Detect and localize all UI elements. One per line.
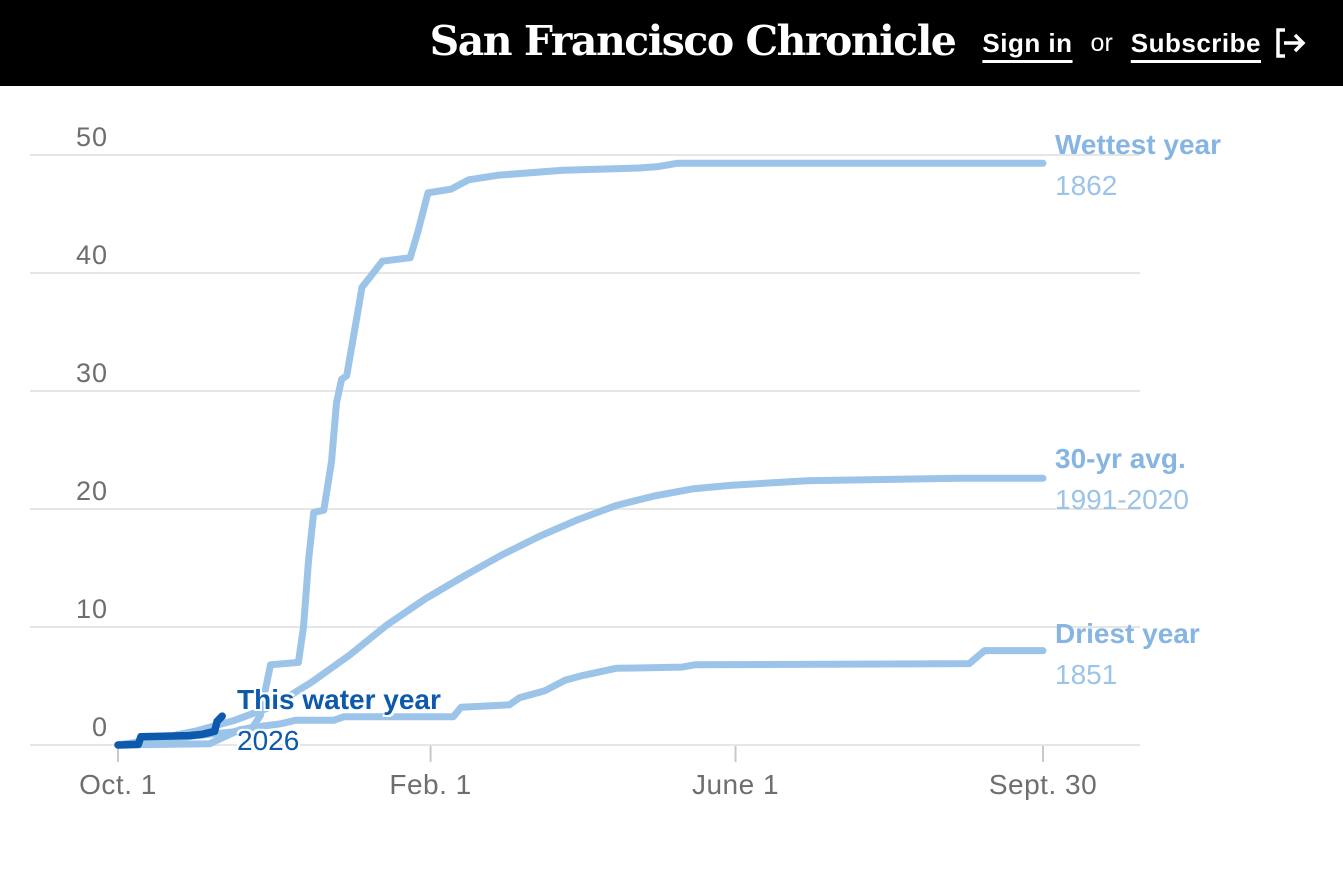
y-axis-label: 10 — [75, 594, 108, 624]
legend-this-water-year: This water year 2026 — [237, 679, 441, 761]
legend-wettest-title: Wettest year — [1055, 129, 1222, 160]
x-axis-label: June 1 — [691, 769, 780, 800]
legend-avg-value: 1991-2020 — [1055, 484, 1189, 515]
sign-in-link[interactable]: Sign in — [982, 27, 1073, 58]
site-header: San Francisco Chronicle Sign in or Subsc… — [0, 0, 1343, 86]
series-line-current — [114, 712, 226, 749]
y-axis-label: 20 — [75, 476, 108, 506]
legend-current-value: 2026 — [237, 725, 300, 756]
x-axis-label: Oct. 1 — [79, 769, 157, 800]
y-axis-label: 0 — [91, 712, 108, 742]
legend-driest-title: Driest year — [1055, 618, 1200, 649]
x-axis-label: Sept. 30 — [988, 769, 1098, 800]
legend-wettest-year: Wettest year 1862 — [1055, 124, 1221, 206]
or-text: or — [1090, 28, 1113, 57]
exit-arrow-icon[interactable] — [1273, 27, 1307, 59]
brand-logo[interactable]: San Francisco Chronicle — [429, 17, 957, 66]
y-axis-label: 40 — [75, 240, 108, 270]
legend-driest-value: 1851 — [1055, 659, 1118, 690]
y-axis-label: 50 — [75, 122, 108, 152]
legend-30yr-avg: 30-yr avg. 1991-2020 — [1055, 438, 1189, 520]
series-line-driest — [114, 647, 1047, 749]
legend-wettest-value: 1862 — [1055, 170, 1118, 201]
legend-current-title: This water year — [237, 684, 441, 715]
series-line-wettest — [114, 159, 1047, 749]
legend-driest-year: Driest year 1851 — [1055, 613, 1200, 695]
series-line-avg — [114, 474, 1047, 749]
x-axis-label: Feb. 1 — [389, 769, 472, 800]
header-nav: Sign in or Subscribe — [982, 0, 1307, 86]
subscribe-link[interactable]: Subscribe — [1130, 27, 1261, 58]
legend-avg-title: 30-yr avg. — [1055, 443, 1186, 474]
y-axis-label: 30 — [75, 358, 108, 388]
